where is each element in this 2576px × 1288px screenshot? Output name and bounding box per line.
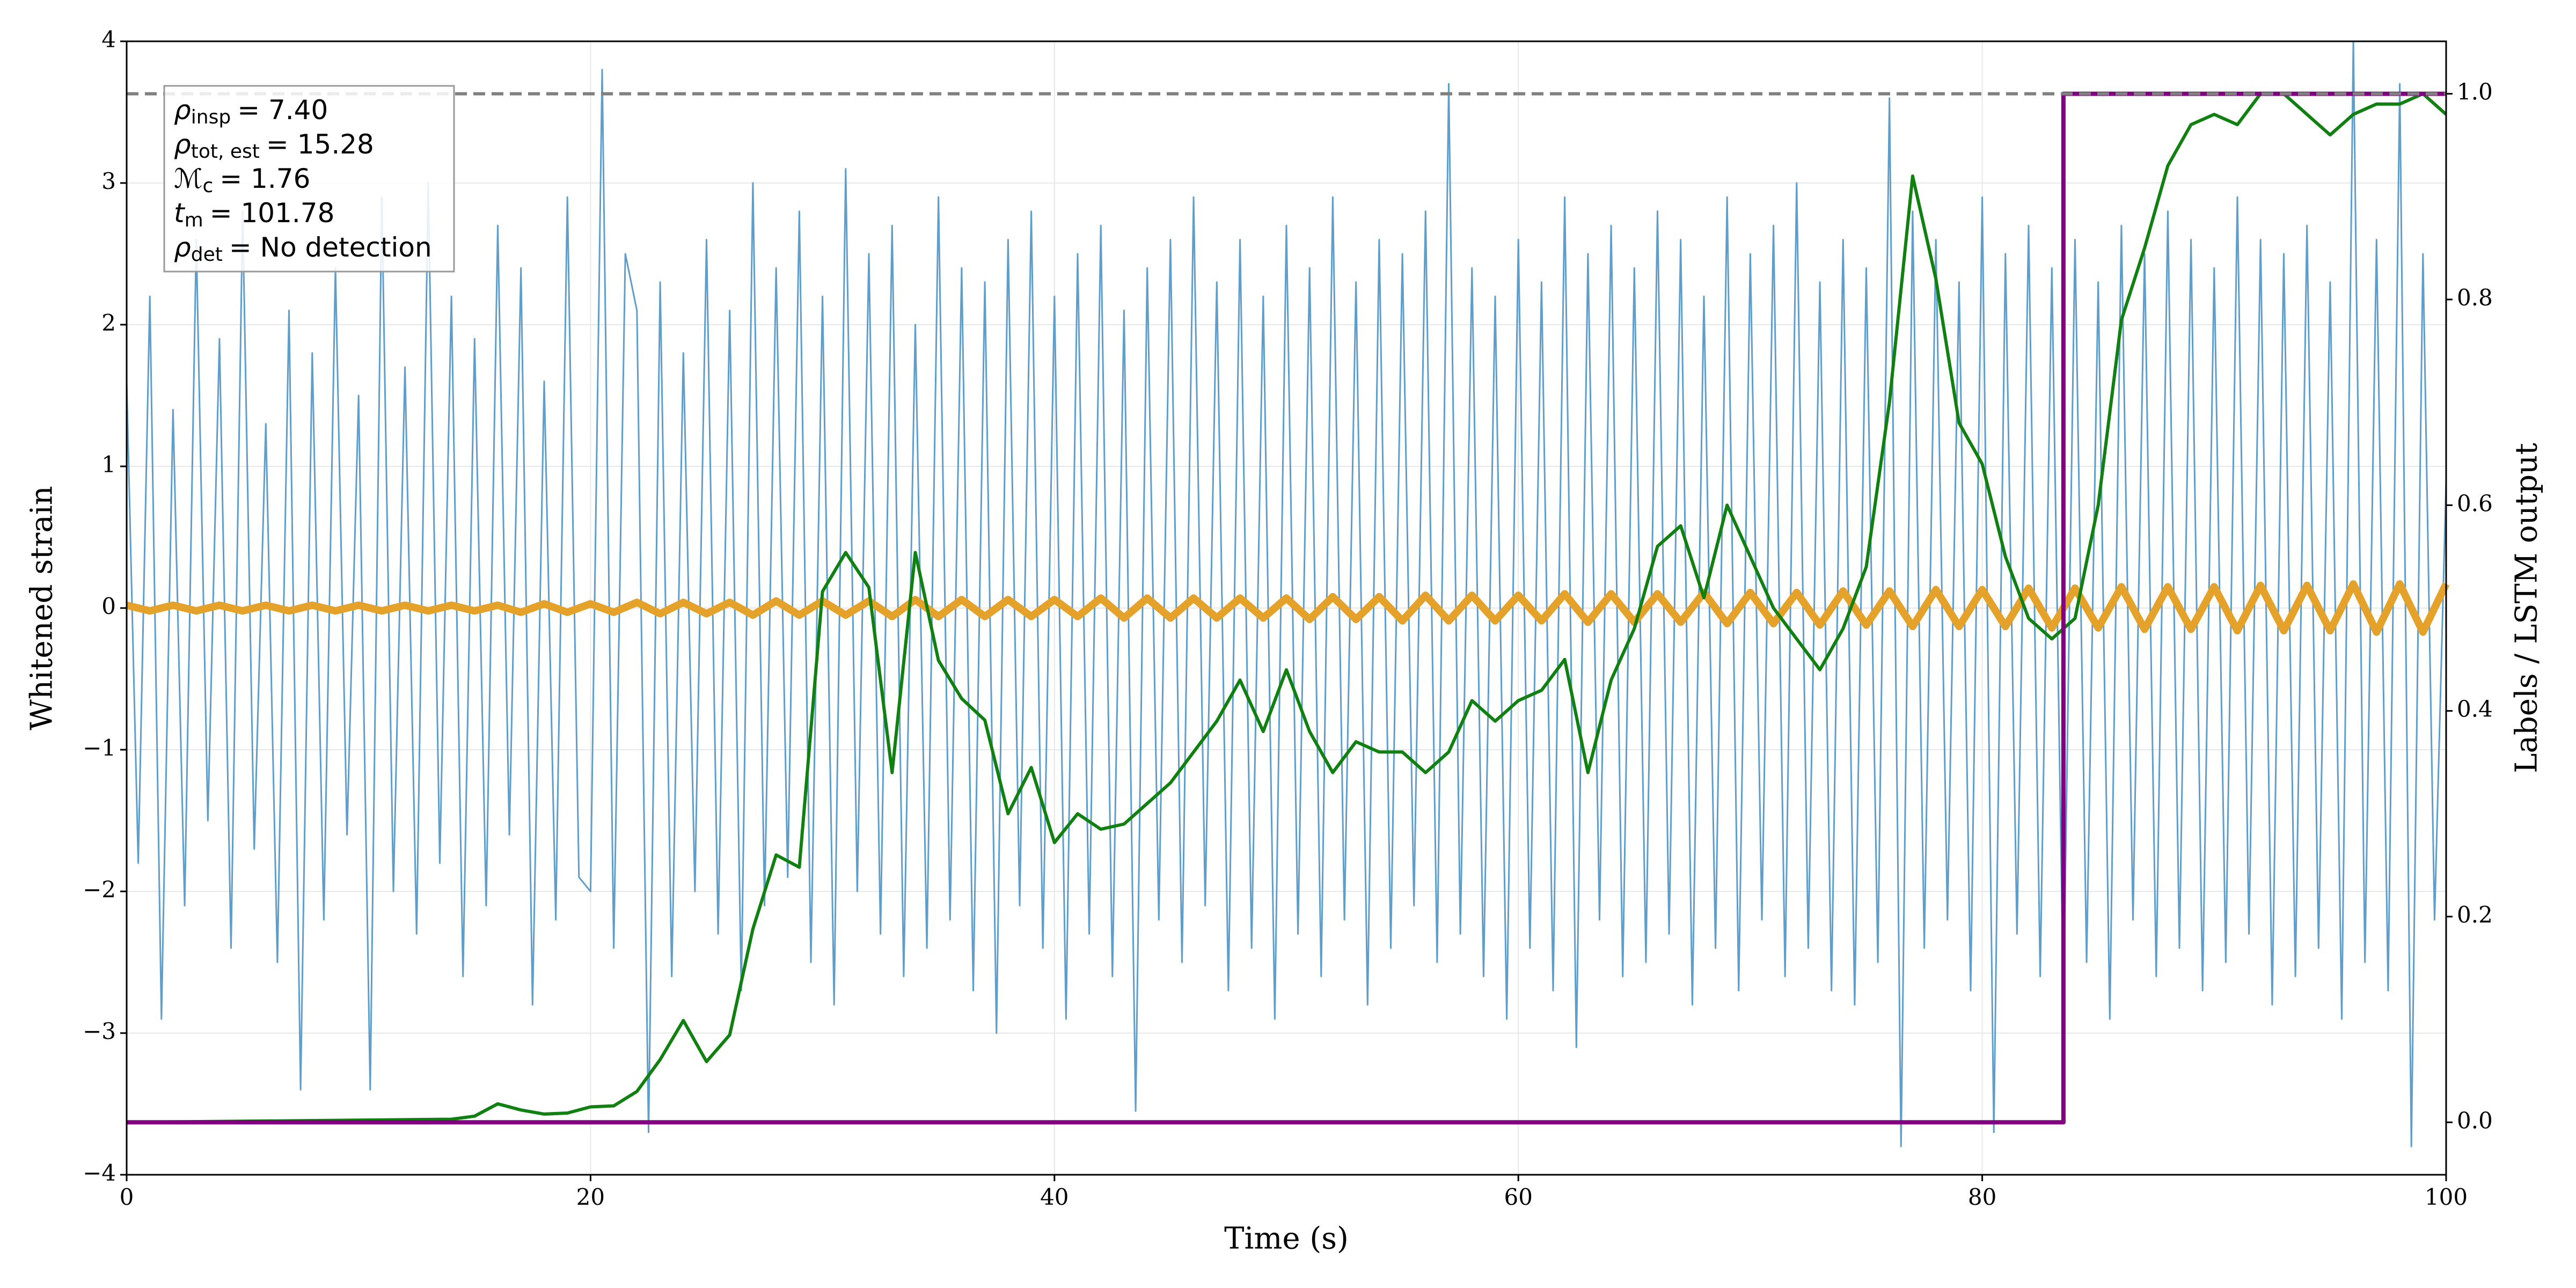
x-tick-label: 40 (1040, 1184, 1069, 1210)
y2-tick-label: 0.8 (2457, 284, 2493, 311)
annotation-text: = 1.76 (219, 163, 310, 194)
annotation-subscript: c (202, 175, 213, 197)
y-tick-label: −2 (83, 876, 116, 903)
series-line (126, 40, 2447, 1147)
annotation-text: = 15.28 (266, 129, 374, 160)
y2-axis-label: Labels / LSTM output (2509, 443, 2544, 773)
y-tick-label: −3 (83, 1018, 116, 1044)
annotation-subscript: insp (191, 106, 231, 128)
annotation: ρtot, est = 15.28 (174, 129, 374, 163)
annotation-symbol: ρ (174, 94, 191, 126)
y2-tick-label: 0.2 (2457, 902, 2493, 928)
y-tick-label: 2 (101, 310, 116, 336)
annotation-symbol: t (174, 197, 186, 229)
annotation-subscript: tot, est (191, 141, 260, 163)
annotation: ρinsp = 7.40 (174, 94, 328, 129)
annotation-symbol: ℳ (174, 163, 202, 194)
y-tick-label: −4 (83, 1160, 116, 1186)
x-tick-label: 0 (120, 1184, 134, 1210)
y2-tick-label: 0.4 (2457, 696, 2493, 722)
annotation-text: = 7.40 (237, 94, 328, 126)
annotation: ρdet = No detection (174, 232, 432, 266)
annotation: ℳc = 1.76 (174, 163, 310, 197)
x-axis-label: Time (s) (1224, 1221, 1349, 1256)
y-tick-label: 3 (101, 168, 116, 194)
x-tick-label: 100 (2425, 1184, 2468, 1210)
y-tick-label: −1 (83, 735, 116, 761)
annotation-subscript: det (191, 244, 223, 266)
y2-tick-label: 0.0 (2457, 1107, 2493, 1133)
plot-area (126, 40, 2450, 1147)
annotation-symbol: ρ (174, 129, 191, 160)
y-tick-label: 1 (101, 451, 116, 478)
y2-tick-label: 1.0 (2457, 79, 2493, 105)
ticks: 0 20 40 60 80 100 −4 −3 −2 −1 0 1 2 3 4 0.0 0.2 0.4 0.6 0.8… (83, 26, 2493, 1210)
y-tick-label: 4 (101, 26, 116, 53)
annotation-text: = 101.78 (210, 197, 335, 229)
y-tick-label: 0 (101, 593, 116, 619)
x-tick-label: 20 (576, 1184, 605, 1210)
y2-tick-label: 0.6 (2457, 490, 2493, 516)
annotation-text: = No detection (229, 232, 432, 263)
x-tick-label: 80 (1968, 1184, 1996, 1210)
annotation-subscript: m (185, 209, 203, 231)
annotation-symbol: ρ (174, 232, 191, 263)
annotation: tm = 101.78 (174, 197, 334, 232)
y-axis-label: Whitened strain (25, 486, 60, 730)
annotation-box (163, 85, 455, 273)
series-line (126, 92, 2447, 1124)
series-line (126, 580, 2450, 636)
x-tick-label: 60 (1504, 1184, 1532, 1210)
